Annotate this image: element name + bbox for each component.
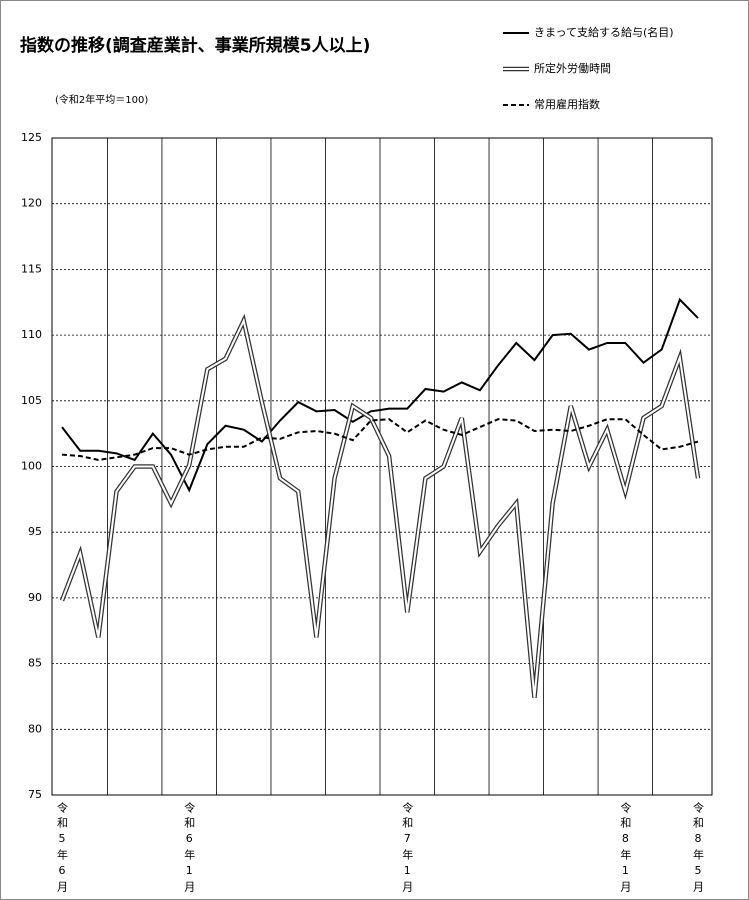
y-tick-label: 95: [28, 525, 42, 538]
y-tick-label: 115: [21, 262, 42, 275]
y-tick-label: 120: [21, 197, 42, 210]
y-tick-label: 85: [28, 657, 42, 670]
x-tick-label: 令和8年1月: [619, 801, 632, 896]
x-tick-label: 令和8年5月: [692, 801, 705, 896]
y-tick-label: 110: [21, 328, 42, 341]
series-line-inner: [61, 317, 699, 698]
chart-subtitle: (令和2年平均＝100): [55, 93, 148, 106]
x-tick-label: 令和5年6月: [56, 801, 69, 896]
legend-label: きまって支給する給与(名目): [534, 25, 674, 39]
y-tick-label: 105: [21, 394, 42, 407]
y-tick-label: 100: [21, 460, 42, 473]
series-line: [61, 297, 699, 493]
legend-label: 所定外労働時間: [534, 61, 611, 75]
y-tick-label: 90: [28, 591, 42, 604]
series-line: [61, 418, 699, 461]
y-tick-label: 80: [28, 722, 42, 735]
chart-title: 指数の推移(調査産業計、事業所規模5人以上): [20, 35, 370, 56]
x-tick-label: 令和6年1月: [183, 801, 196, 896]
y-tick-label: 125: [21, 131, 42, 144]
y-tick-label: 75: [28, 788, 42, 801]
legend-label: 常用雇用指数: [534, 97, 600, 111]
x-tick-label: 令和7年1月: [401, 801, 414, 896]
